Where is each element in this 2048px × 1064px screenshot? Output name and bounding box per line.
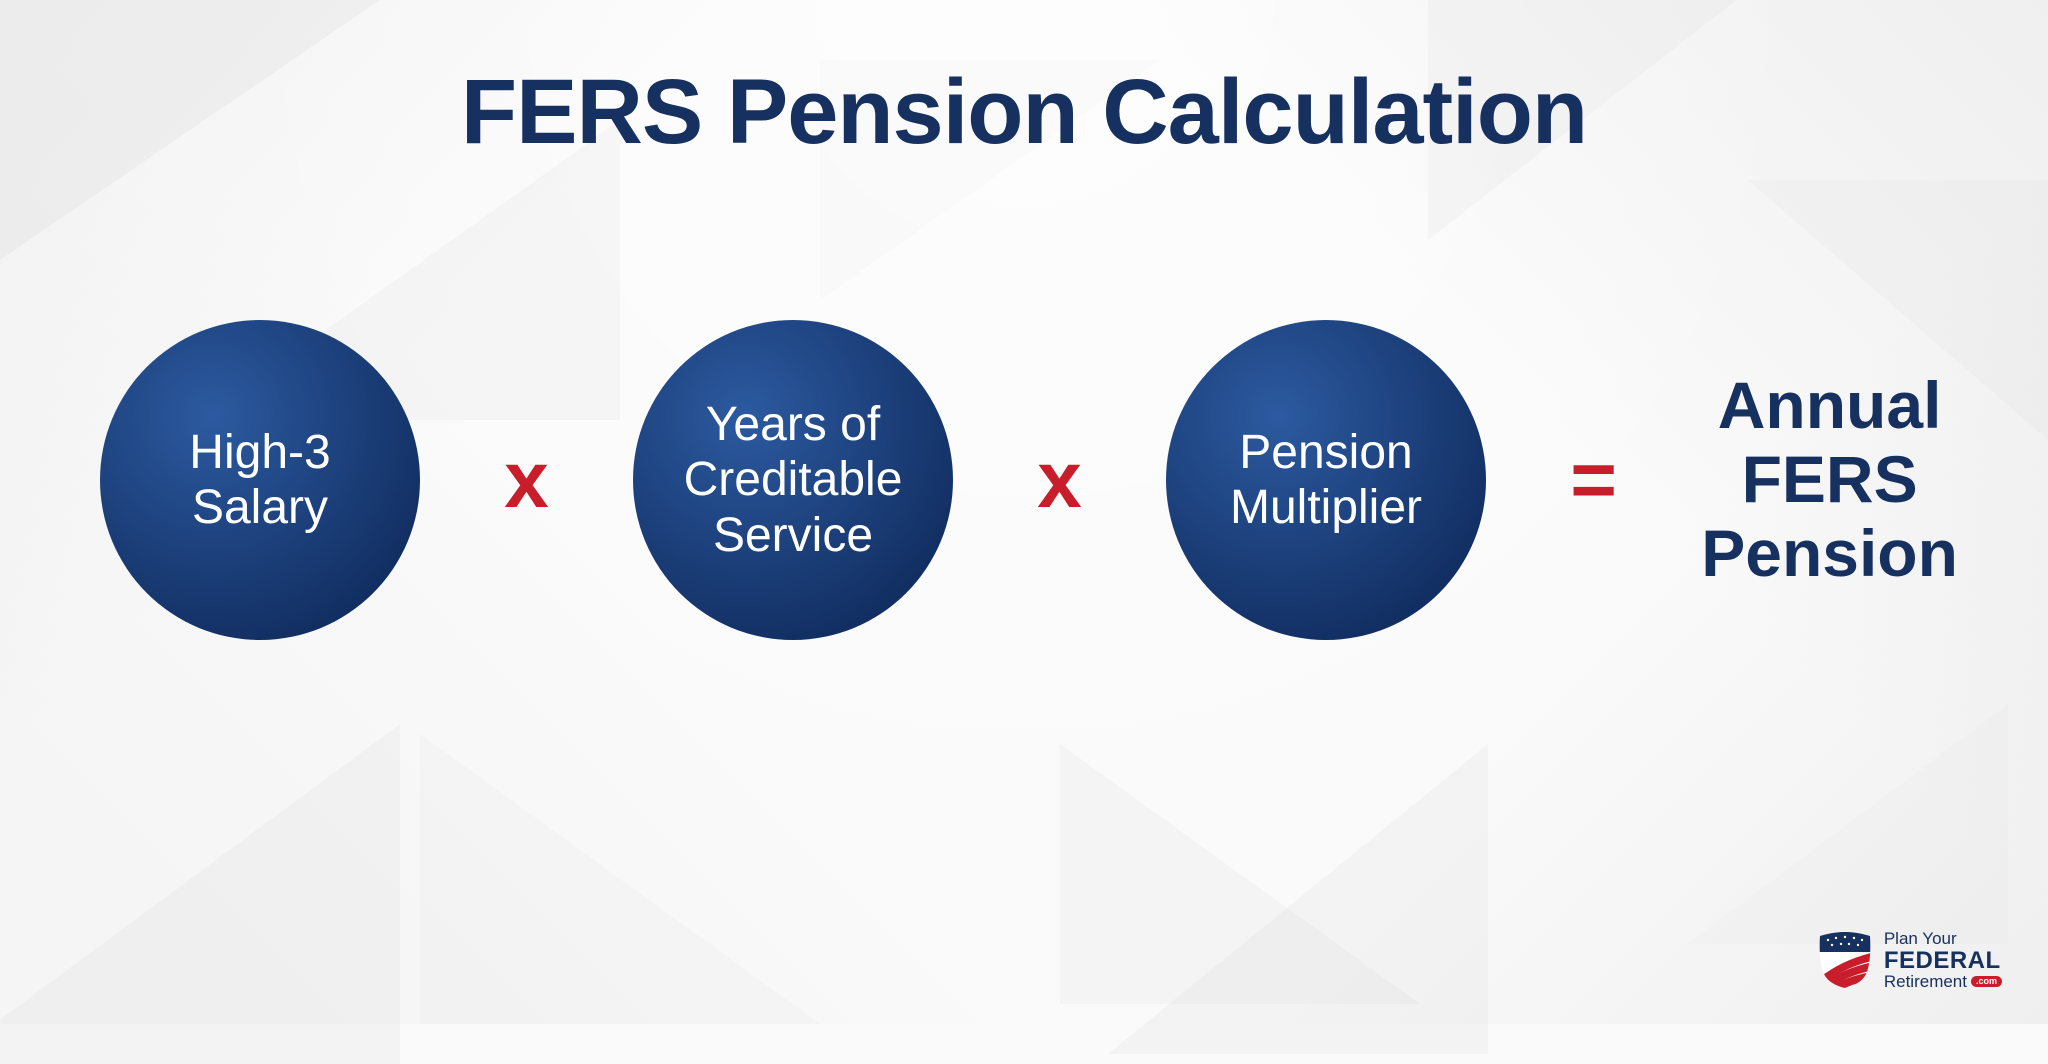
- brand-line2: FEDERAL: [1884, 949, 2002, 973]
- brand-line3: Retirement .com: [1884, 973, 2002, 990]
- bg-facet: [1688, 704, 2008, 944]
- brand-dotcom-badge: .com: [1971, 976, 2002, 987]
- operator-equals: =: [1570, 434, 1617, 526]
- operator-multiply: x: [1037, 434, 1082, 526]
- term-pension-multiplier: PensionMultiplier: [1166, 320, 1486, 640]
- bg-facet: [0, 724, 400, 1064]
- term-high3-salary: High-3Salary: [100, 320, 420, 640]
- brand-line1: Plan Your: [1884, 930, 2002, 947]
- result-annual-pension: AnnualFERSPension: [1701, 369, 1958, 591]
- brand-logo: Plan Your FEDERAL Retirement .com: [1816, 930, 2002, 990]
- brand-text: Plan Your FEDERAL Retirement .com: [1884, 930, 2002, 990]
- bg-facet: [1060, 744, 1420, 1004]
- brand-line3-text: Retirement: [1884, 973, 1967, 990]
- formula-row: High-3Salary x Years ofCreditableService…: [100, 320, 1958, 640]
- page-title: FERS Pension Calculation: [0, 60, 2048, 165]
- operator-multiply: x: [504, 434, 549, 526]
- bg-facet: [420, 734, 820, 1024]
- shield-icon: [1816, 930, 1874, 990]
- term-years-service: Years ofCreditableService: [633, 320, 953, 640]
